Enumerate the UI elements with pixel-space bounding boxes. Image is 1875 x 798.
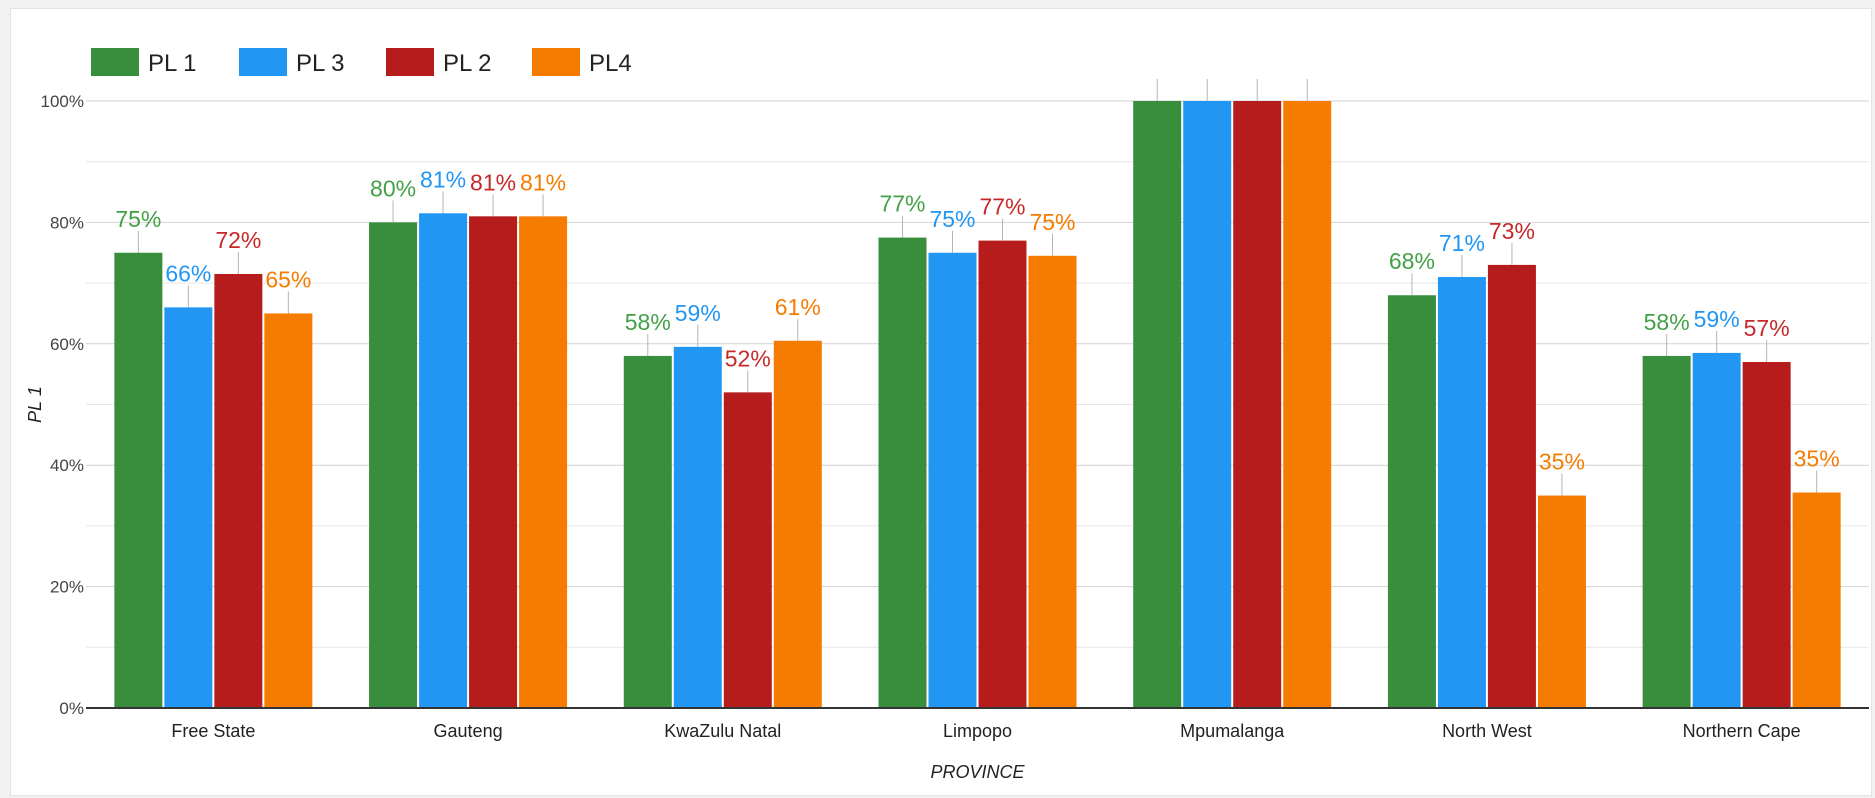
legend-label: PL 2 bbox=[443, 50, 491, 77]
bar-pl-2[interactable] bbox=[214, 273, 263, 708]
x-tick-label: Mpumalanga bbox=[1180, 721, 1285, 741]
data-label: 58% bbox=[625, 309, 671, 335]
bar-pl-1[interactable] bbox=[878, 237, 927, 708]
data-label: 35% bbox=[1539, 449, 1585, 475]
x-tick-label: Gauteng bbox=[434, 721, 503, 741]
y-tick-label: 40% bbox=[50, 456, 84, 475]
bar-pl4[interactable] bbox=[1537, 495, 1586, 708]
legend-swatch bbox=[239, 48, 287, 76]
data-label: 52% bbox=[725, 345, 771, 371]
data-label: 59% bbox=[675, 300, 721, 326]
x-tick-label: KwaZulu Natal bbox=[664, 721, 781, 741]
data-label: 71% bbox=[1439, 230, 1485, 256]
legend-swatch bbox=[532, 48, 580, 76]
bars bbox=[114, 101, 1841, 709]
bar-pl-2[interactable] bbox=[1487, 264, 1536, 708]
legend-item-pl-3[interactable]: PL 3 bbox=[239, 48, 344, 77]
bar-pl-2[interactable] bbox=[1233, 101, 1282, 708]
bar-chart: 0%20%40%60%80%100% 75%66%72%65%80% 81% 81%… bbox=[25, 48, 1869, 782]
data-label: 81% bbox=[420, 166, 466, 192]
data-label: 59% bbox=[1694, 306, 1740, 332]
legend-label: PL4 bbox=[589, 50, 632, 77]
bar-pl-3[interactable] bbox=[419, 213, 468, 709]
data-label: 73% bbox=[1489, 218, 1535, 244]
legend-label: PL 1 bbox=[148, 50, 196, 77]
bar-pl-2[interactable] bbox=[723, 392, 772, 708]
legend-label: PL 3 bbox=[296, 50, 344, 77]
x-tick-label: Free State bbox=[171, 721, 255, 741]
y-tick-label: 80% bbox=[50, 213, 84, 232]
bar-pl-3[interactable] bbox=[673, 346, 722, 708]
legend-swatch bbox=[386, 48, 434, 76]
data-label: 77% bbox=[979, 194, 1025, 220]
legend[interactable]: PL 1 PL 3 PL 2 PL4 bbox=[91, 48, 632, 77]
data-label: 80% bbox=[370, 175, 416, 201]
bar-pl4[interactable] bbox=[1792, 492, 1841, 708]
data-label: 66% bbox=[165, 260, 211, 286]
data-label: 75% bbox=[115, 206, 161, 232]
x-tick-label: Northern Cape bbox=[1683, 721, 1801, 741]
y-tick-label: 100% bbox=[41, 92, 84, 111]
bar-pl4[interactable] bbox=[1283, 101, 1332, 708]
y-tick-label: 60% bbox=[50, 335, 84, 354]
bar-pl-3[interactable] bbox=[1437, 277, 1486, 708]
data-label: 81% bbox=[470, 169, 516, 195]
data-label: 57% bbox=[1744, 315, 1790, 341]
chart-card: 0% 20% 40% 60% 80% 100% 75% 66% 72% 65% 80% 81% 81%… bbox=[10, 8, 1872, 796]
bar-pl4[interactable] bbox=[773, 340, 822, 708]
data-label: 77% bbox=[879, 191, 925, 217]
x-tick-label: Limpopo bbox=[943, 721, 1012, 741]
data-label: 61% bbox=[775, 294, 821, 320]
label-leader-lines bbox=[137, 79, 1818, 496]
bar-pl-3[interactable] bbox=[1692, 352, 1741, 708]
gridlines bbox=[86, 100, 1869, 709]
bar-pl-1[interactable] bbox=[114, 252, 163, 708]
bar-pl-1[interactable] bbox=[1642, 355, 1691, 708]
data-label: 72% bbox=[215, 227, 261, 253]
data-label: 58% bbox=[1644, 309, 1690, 335]
y-tick-label: 0% bbox=[59, 699, 84, 718]
bar-pl4[interactable] bbox=[264, 313, 313, 708]
bar-pl-1[interactable] bbox=[623, 355, 672, 708]
y-axis-title: PL 1 bbox=[25, 386, 45, 423]
bar-pl-3[interactable] bbox=[164, 307, 213, 708]
y-tick-label: 20% bbox=[50, 578, 84, 597]
bar-pl-1[interactable] bbox=[1133, 101, 1182, 708]
legend-item-pl-2[interactable]: PL 2 bbox=[386, 48, 491, 77]
data-label: 75% bbox=[929, 206, 975, 232]
data-label: 75% bbox=[1029, 209, 1075, 235]
data-label: 81% bbox=[520, 169, 566, 195]
bar-pl-2[interactable] bbox=[469, 216, 518, 708]
x-tick-label: North West bbox=[1442, 721, 1532, 741]
legend-item-pl4[interactable]: PL4 bbox=[532, 48, 632, 77]
data-label: 68% bbox=[1389, 248, 1435, 274]
legend-item-pl-1[interactable]: PL 1 bbox=[91, 48, 196, 77]
x-axis-category-labels: Free State Gauteng KwaZulu Natal Limpopo Mpu… bbox=[171, 721, 1800, 741]
x-axis-title: PROVINCE bbox=[930, 762, 1025, 782]
legend-swatch bbox=[91, 48, 139, 76]
bar-pl4[interactable] bbox=[519, 216, 568, 708]
bar-pl-3[interactable] bbox=[928, 252, 977, 708]
bar-pl-2[interactable] bbox=[1742, 362, 1791, 708]
data-labels: 75%66%72%65%80% 81% 81% 81%58% 59%52%61%77%7… bbox=[115, 166, 1839, 474]
bar-pl-1[interactable] bbox=[369, 222, 418, 708]
bar-pl-2[interactable] bbox=[978, 240, 1027, 709]
bar-pl-1[interactable] bbox=[1387, 295, 1436, 708]
y-axis-ticks: 0% 20% 40% 60% 80% 100% bbox=[41, 92, 84, 718]
data-label: 65% bbox=[265, 266, 311, 292]
data-label: 35% bbox=[1794, 446, 1840, 472]
bar-pl-3[interactable] bbox=[1183, 101, 1232, 708]
bar-pl4[interactable] bbox=[1028, 255, 1077, 708]
